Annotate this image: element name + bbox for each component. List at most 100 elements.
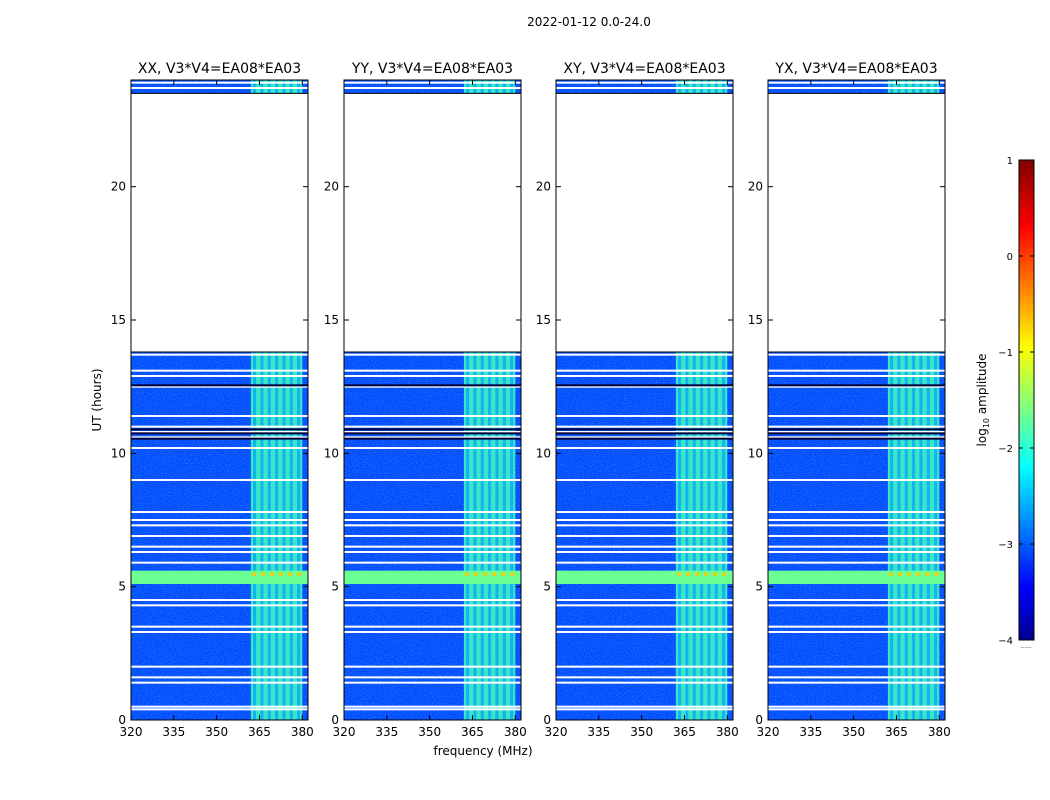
panel-frame bbox=[767, 79, 946, 721]
band-stripe bbox=[897, 80, 901, 720]
dark-row bbox=[131, 428, 308, 431]
flagged-row bbox=[556, 511, 733, 513]
flagged-row bbox=[556, 519, 733, 521]
rfi-hotspot bbox=[288, 572, 293, 576]
flagged-row bbox=[131, 599, 308, 601]
y-axis-label: UT (hours) bbox=[90, 368, 104, 431]
dark-row bbox=[768, 428, 945, 431]
flagged-row bbox=[344, 599, 521, 601]
flagged-row bbox=[768, 436, 945, 439]
flagged-row bbox=[131, 447, 308, 449]
flagged-row bbox=[768, 511, 945, 513]
flagged-row bbox=[131, 551, 308, 553]
flagged-row bbox=[768, 561, 945, 564]
rfi-hotspot bbox=[260, 572, 265, 576]
flagged-row bbox=[556, 561, 733, 564]
flagged-row bbox=[768, 535, 945, 537]
rfi-hotspot bbox=[279, 572, 284, 576]
flagged-row bbox=[344, 479, 521, 481]
rfi-hotspot bbox=[897, 572, 902, 576]
y-tick-label: 5 bbox=[543, 580, 551, 594]
flagged-row bbox=[556, 535, 733, 537]
y-tick-label: 10 bbox=[324, 446, 339, 460]
flagged-row bbox=[768, 681, 945, 684]
band-stripe bbox=[466, 80, 470, 720]
band-stripe bbox=[685, 80, 689, 720]
flagged-row bbox=[344, 436, 521, 439]
colorbar-label: log10 amplitude bbox=[975, 354, 991, 447]
flagged-row bbox=[344, 665, 521, 668]
x-tick-label: 320 bbox=[333, 725, 356, 739]
flagged-row bbox=[556, 353, 733, 356]
dark-row bbox=[344, 432, 521, 435]
flagged-row bbox=[344, 625, 521, 628]
band-stripe bbox=[510, 80, 514, 720]
y-tick-label: 15 bbox=[748, 313, 763, 327]
flagged-row bbox=[131, 545, 308, 548]
y-tick-label: 15 bbox=[536, 313, 551, 327]
flagged-row bbox=[768, 524, 945, 527]
flagged-row bbox=[344, 425, 521, 428]
flagged-row bbox=[131, 431, 308, 433]
flagged-row bbox=[344, 535, 521, 537]
x-tick-label: 335 bbox=[162, 725, 185, 739]
flagged-row bbox=[344, 519, 521, 521]
flagged-row bbox=[344, 81, 521, 84]
flagged-row bbox=[768, 604, 945, 607]
flagged-row bbox=[556, 551, 733, 553]
flagged-row bbox=[556, 385, 733, 388]
flagged-row bbox=[131, 353, 308, 356]
flagged-row bbox=[131, 631, 308, 633]
panel-title: YY, V3*V4=EA08*EA03 bbox=[351, 61, 513, 77]
rfi-hotspot bbox=[685, 572, 690, 576]
flagged-row bbox=[344, 676, 521, 679]
dark-row bbox=[131, 384, 308, 387]
flagged-row bbox=[556, 375, 733, 377]
x-tick-label: 380 bbox=[504, 725, 527, 739]
flagged-row bbox=[344, 385, 521, 388]
figure-suptitle: 2022-01-12 0.0-24.0 bbox=[527, 15, 651, 29]
flagged-row bbox=[556, 524, 733, 527]
band-stripe bbox=[692, 80, 696, 720]
band-stripe bbox=[904, 80, 908, 720]
rfi-hotspot bbox=[934, 572, 939, 576]
x-tick-label: 365 bbox=[248, 725, 271, 739]
colorbar-label-prefix: log bbox=[975, 428, 989, 446]
panel-title: YX, V3*V4=EA08*EA03 bbox=[774, 61, 937, 77]
rfi-hotspot bbox=[907, 572, 912, 576]
x-tick-label: 335 bbox=[375, 725, 398, 739]
flagged-row bbox=[344, 681, 521, 684]
x-tick-label: 380 bbox=[928, 725, 951, 739]
panel-3: XY, V3*V4=EA08*EA03 320 335 350 365 380 0 5 10 15… bbox=[536, 61, 739, 739]
rfi-hotspot bbox=[492, 572, 497, 576]
flagged-row bbox=[344, 708, 521, 711]
flagged-row bbox=[344, 604, 521, 607]
colorbar-dots: ...... bbox=[1020, 643, 1032, 650]
flagged-row bbox=[768, 87, 945, 89]
flagged-row bbox=[131, 425, 308, 428]
flagged-row bbox=[344, 447, 521, 449]
flagged-row bbox=[131, 665, 308, 668]
x-tick-label: 365 bbox=[461, 725, 484, 739]
colorbar-tick-label: −2 bbox=[998, 444, 1013, 455]
flagged-row bbox=[768, 353, 945, 356]
flagged-row bbox=[344, 375, 521, 377]
flagged-row bbox=[768, 705, 945, 708]
flagged-row bbox=[556, 479, 733, 481]
flagged-row bbox=[768, 676, 945, 679]
flagged-row bbox=[131, 524, 308, 527]
panel-frame bbox=[555, 79, 734, 721]
flagged-row bbox=[131, 81, 308, 84]
colorbar-tick-label: −3 bbox=[998, 540, 1013, 551]
flagged-row bbox=[556, 415, 733, 417]
y-tick-label: 0 bbox=[755, 713, 763, 727]
x-tick-label: 320 bbox=[545, 725, 568, 739]
y-tick-label: 0 bbox=[118, 713, 126, 727]
flagged-row bbox=[344, 545, 521, 548]
flagged-row bbox=[768, 479, 945, 481]
rfi-hotspot bbox=[464, 572, 469, 576]
band-stripe bbox=[707, 80, 711, 720]
colorbar-gradient bbox=[1018, 159, 1035, 641]
flagged-row bbox=[556, 545, 733, 548]
